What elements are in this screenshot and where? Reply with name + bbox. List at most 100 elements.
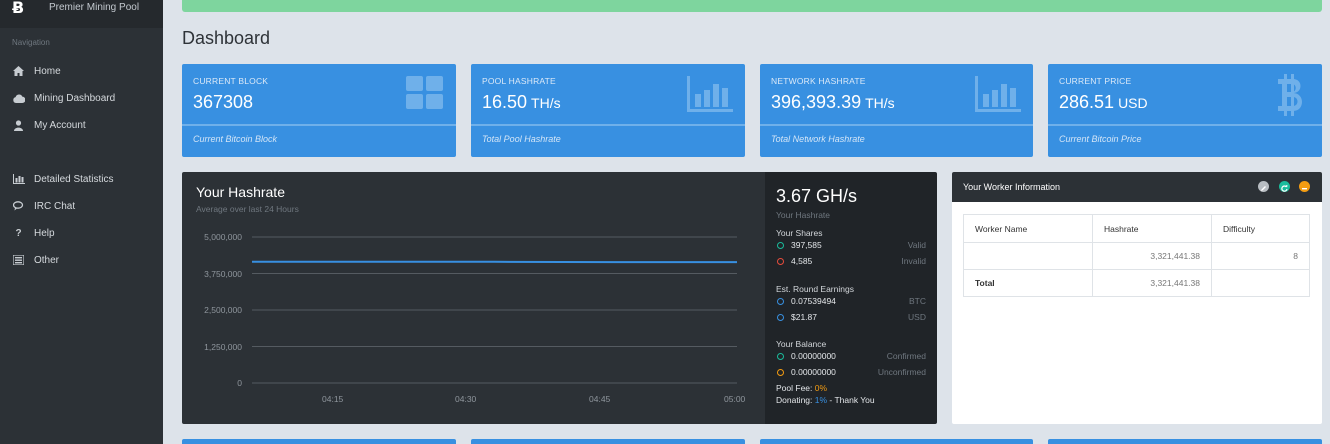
tile-divider [1048, 124, 1322, 126]
earnings-title: Est. Round Earnings [776, 284, 854, 294]
chart-y-tick-label: 0 [237, 378, 242, 388]
sidebar-item-other[interactable]: Other [0, 249, 163, 271]
tile-value-unit: TH/s [531, 95, 561, 111]
bar-chart-icon [687, 76, 733, 117]
chart-x-tick-label: 04:30 [455, 394, 477, 404]
chart-x-tick-label: 04:45 [589, 394, 611, 404]
sidebar-item-label: Help [34, 227, 55, 239]
tile-footer: Total Pool Hashrate [482, 134, 561, 144]
cloud-icon [12, 94, 25, 103]
question-icon: ? [15, 227, 22, 239]
tile-value-number: 286.51 [1059, 92, 1115, 112]
column-header: Difficulty [1211, 214, 1310, 243]
bottom-tile [471, 439, 745, 444]
donating-value[interactable]: 1% [814, 395, 828, 405]
balance-title: Your Balance [776, 339, 827, 349]
hashrate-line-chart [252, 236, 737, 384]
tile-label: Current Price [1059, 76, 1132, 86]
chart-x-tick-label: 04:15 [322, 394, 344, 404]
worker-table: Worker Name Hashrate Difficulty 3,321,44… [963, 214, 1310, 297]
tile-label: Current Block [193, 76, 269, 86]
sidebar-item-home[interactable]: Home [0, 60, 163, 82]
tile-divider [182, 124, 456, 126]
tile-pool-hashrate: Pool Hashrate 16.50 TH/s Total Pool Hashr… [471, 64, 745, 157]
home-icon [12, 66, 25, 76]
tile-divider [471, 124, 745, 126]
tile-value: 16.50 TH/s [482, 92, 561, 113]
tile-current-price: Current Price 286.51 USD Current Bitcoin … [1048, 64, 1322, 157]
confirmed-dot-icon [777, 353, 784, 360]
tile-footer: Total Network Hashrate [771, 134, 865, 144]
pool-fee-line: Pool Fee: 0% [776, 383, 827, 393]
pool-fee-label: Pool Fee: [776, 383, 815, 393]
worker-name-cell [963, 242, 1093, 270]
refresh-icon[interactable] [1279, 181, 1290, 192]
pool-fee-value: 0% [814, 383, 828, 393]
chart-y-tick-label: 5,000,000 [204, 232, 242, 242]
bar-chart-icon [12, 174, 25, 184]
stat-value: 0.07539494 [791, 296, 836, 306]
donating-line: Donating: 1% - Thank You [776, 395, 875, 405]
bitcoin-logo-icon: Ƀ [12, 0, 25, 17]
usd-dot-icon [777, 314, 784, 321]
stat-value: $21.87 [791, 312, 817, 322]
brand[interactable]: Ƀ Premier Mining Pool [0, 0, 163, 28]
chat-icon [12, 201, 25, 211]
total-hashrate-cell: 3,321,441.38 [1092, 269, 1212, 297]
hashrate-subtitle: Average over last 24 Hours [196, 204, 299, 214]
balance-unconfirmed-row: 0.00000000 Unconfirmed [776, 367, 926, 379]
tile-value-unit: TH/s [865, 95, 895, 111]
earnings-usd-row: $21.87 USD [776, 312, 926, 324]
tile-label: Pool Hashrate [482, 76, 556, 86]
tile-value-unit: USD [1118, 95, 1148, 111]
worker-panel-title: Your Worker Information [963, 182, 1061, 192]
table-total-row: Total 3,321,441.38 [963, 269, 1310, 297]
bar-chart-icon [975, 76, 1021, 117]
user-icon [12, 119, 25, 131]
tile-value: 367308 [193, 92, 253, 113]
worker-information-panel: Your Worker Information Worker Name Hash… [952, 172, 1322, 424]
stat-label: BTC [909, 296, 926, 306]
bottom-tile [182, 439, 456, 444]
bitcoin-icon [1276, 74, 1306, 121]
stat-value: 0.00000000 [791, 351, 836, 361]
shares-title: Your Shares [776, 228, 823, 238]
sidebar-item-label: My Account [34, 119, 86, 131]
alert-banner [182, 0, 1322, 12]
earnings-btc-row: 0.07539494 BTC [776, 296, 926, 308]
sidebar-item-help[interactable]: ? Help [0, 222, 163, 244]
sidebar-item-mining-dashboard[interactable]: Mining Dashboard [0, 87, 163, 109]
chart-y-tick-label: 1,250,000 [204, 341, 242, 352]
worker-table-header: Worker Name Hashrate Difficulty [963, 214, 1310, 243]
total-label-cell: Total [963, 269, 1093, 297]
shares-invalid-row: 4,585 Invalid [776, 256, 926, 268]
balance-confirmed-row: 0.00000000 Confirmed [776, 351, 926, 363]
brand-name: Premier Mining Pool [49, 2, 140, 13]
sidebar-item-irc-chat[interactable]: IRC Chat [0, 195, 163, 217]
tile-value-number: 396,393.39 [771, 92, 862, 112]
stat-label: Invalid [901, 256, 926, 266]
stat-label: Unconfirmed [877, 367, 926, 377]
bottom-tile [760, 439, 1033, 444]
tile-value: 396,393.39 TH/s [771, 92, 895, 113]
chart-y-tick-label: 3,750,000 [204, 268, 242, 279]
hashrate-chart-panel: Your Hashrate Average over last 24 Hours… [182, 172, 765, 424]
total-difficulty-cell [1211, 269, 1310, 297]
tile-footer: Current Bitcoin Price [1059, 134, 1142, 144]
donating-suffix: - Thank You [827, 395, 875, 405]
minimize-icon[interactable] [1299, 181, 1310, 192]
nav-section-label: Navigation [12, 38, 50, 47]
column-header: Worker Name [963, 214, 1093, 243]
worker-panel-header: Your Worker Information [952, 172, 1322, 202]
sidebar-item-detailed-statistics[interactable]: Detailed Statistics [0, 168, 163, 190]
donating-label: Donating: [776, 395, 815, 405]
stat-label: Confirmed [886, 351, 926, 361]
sidebar-item-label: Mining Dashboard [34, 92, 116, 104]
stat-value: 4,585 [791, 256, 813, 266]
sidebar: Ƀ Premier Mining Pool Navigation Home Mi… [0, 0, 163, 444]
tile-current-block: Current Block 367308 Current Bitcoin Blo… [182, 64, 456, 157]
stat-value: 397,585 [791, 240, 822, 250]
sidebar-item-my-account[interactable]: My Account [0, 114, 163, 136]
current-hashrate-label: Your Hashrate [776, 210, 831, 220]
edit-icon[interactable] [1258, 181, 1269, 192]
